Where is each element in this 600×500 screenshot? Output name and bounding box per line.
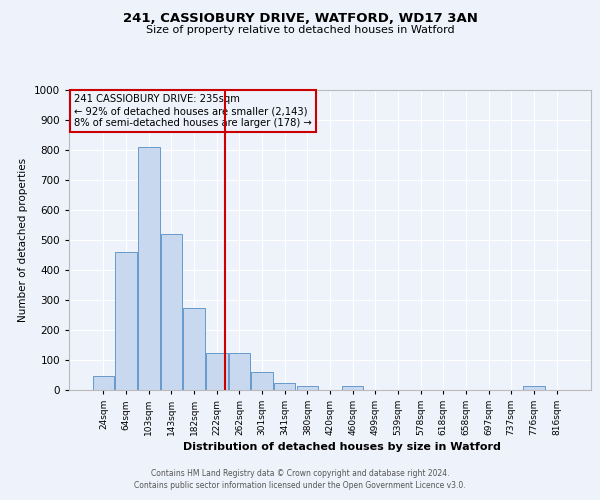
Bar bbox=[229, 352, 250, 390]
Bar bbox=[161, 234, 182, 390]
Bar bbox=[93, 376, 114, 390]
Bar bbox=[184, 308, 205, 390]
Text: Contains HM Land Registry data © Crown copyright and database right 2024.
Contai: Contains HM Land Registry data © Crown c… bbox=[134, 468, 466, 490]
Text: Distribution of detached houses by size in Watford: Distribution of detached houses by size … bbox=[183, 442, 501, 452]
Bar bbox=[342, 386, 364, 390]
Bar bbox=[523, 386, 545, 390]
Text: 241 CASSIOBURY DRIVE: 235sqm
← 92% of detached houses are smaller (2,143)
8% of : 241 CASSIOBURY DRIVE: 235sqm ← 92% of de… bbox=[74, 94, 312, 128]
Bar bbox=[206, 352, 227, 390]
Text: Size of property relative to detached houses in Watford: Size of property relative to detached ho… bbox=[146, 25, 454, 35]
Bar bbox=[138, 147, 160, 390]
Bar bbox=[274, 384, 295, 390]
Text: 241, CASSIOBURY DRIVE, WATFORD, WD17 3AN: 241, CASSIOBURY DRIVE, WATFORD, WD17 3AN bbox=[122, 12, 478, 26]
Bar bbox=[115, 252, 137, 390]
Bar bbox=[296, 386, 318, 390]
Y-axis label: Number of detached properties: Number of detached properties bbox=[18, 158, 28, 322]
Bar bbox=[251, 372, 273, 390]
